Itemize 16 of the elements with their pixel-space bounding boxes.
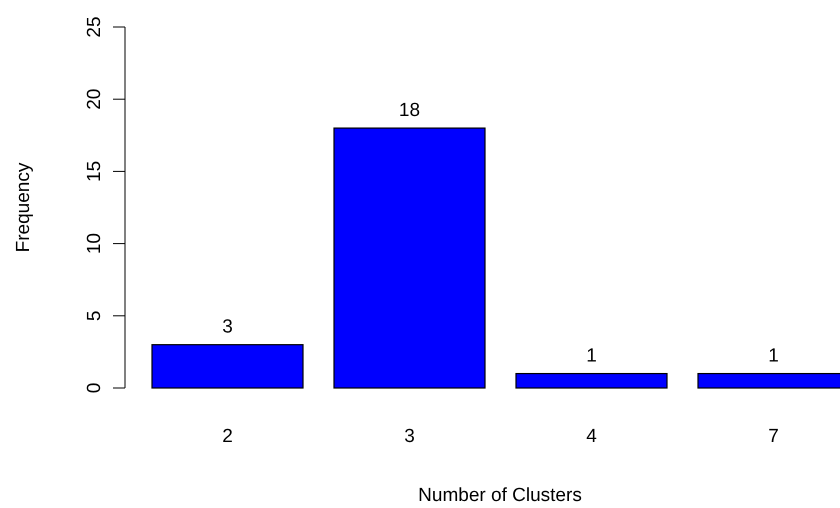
y-tick-label: 15: [84, 160, 105, 182]
x-tick-label: 4: [586, 426, 598, 447]
data-label: 18: [398, 100, 420, 122]
data-label: 1: [768, 346, 779, 367]
y-axis-title: Frequency: [13, 162, 34, 252]
y-tick-label: 25: [84, 16, 105, 38]
y-tick-label: 0: [84, 382, 105, 394]
x-tick-label: 7: [768, 426, 779, 447]
x-tick-label: 3: [404, 426, 415, 447]
data-label: 3: [222, 316, 233, 338]
x-axis-title: Number of Clusters: [418, 485, 582, 506]
y-tick-label: 10: [84, 233, 105, 254]
x-tick-label: 2: [222, 426, 233, 447]
y-tick-label: 20: [84, 88, 105, 110]
data-label: 1: [586, 346, 597, 367]
y-tick-label: 5: [84, 310, 105, 322]
